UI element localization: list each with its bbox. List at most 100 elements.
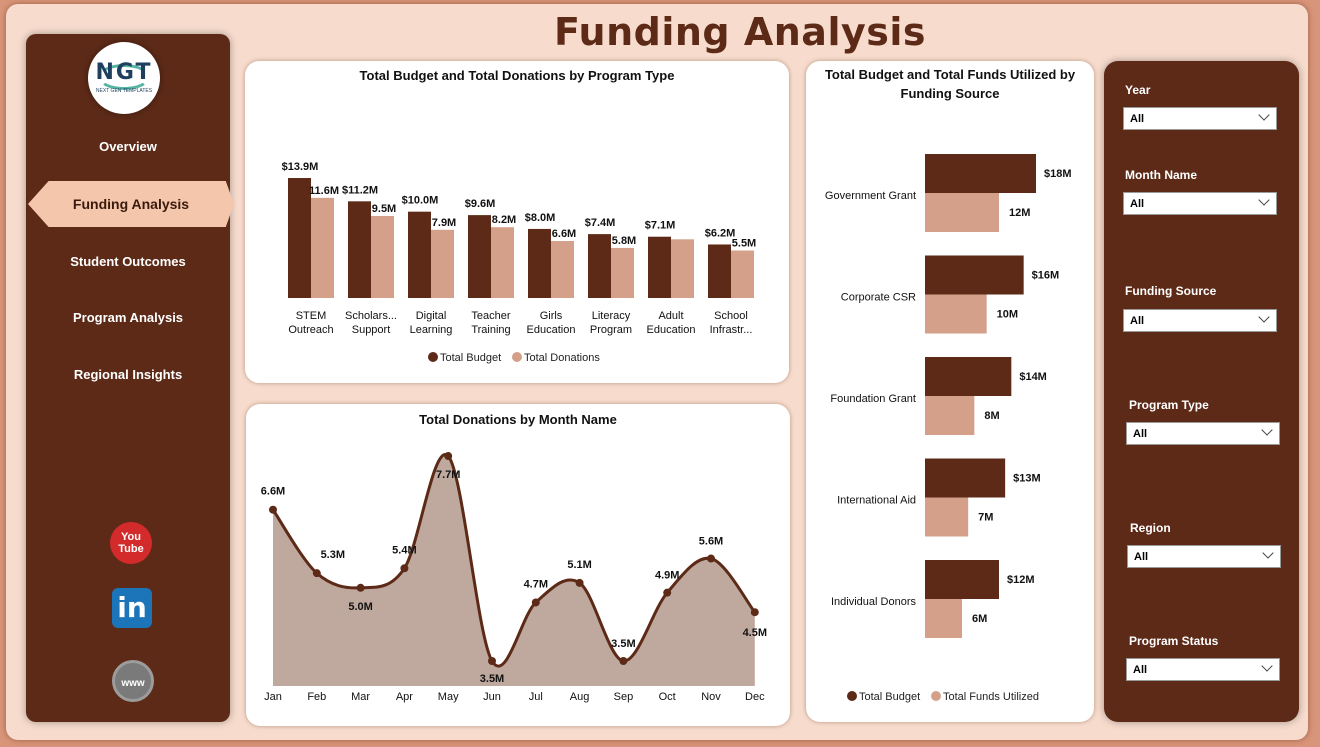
data-point	[488, 657, 496, 665]
category-tick-label: Individual Donors	[831, 596, 916, 608]
filter-label-program-type: Program Type	[1129, 398, 1209, 412]
youtube-icon[interactable]: You Tube	[110, 522, 152, 564]
data-point	[356, 583, 365, 592]
donations-bar	[491, 227, 514, 298]
legend-budget-marker	[847, 691, 857, 701]
category-tick-label: Foundation Grant	[830, 393, 916, 405]
nav-item-program-analysis[interactable]: Program Analysis	[72, 310, 184, 325]
data-point	[619, 657, 628, 665]
program-type-select-value: All	[1133, 428, 1148, 440]
logo-subtext: NEXT GEN TEMPLATES	[95, 88, 153, 94]
legend-budget-label: Total Budget	[859, 691, 920, 703]
funds-utilized-bar	[925, 497, 969, 537]
filter-label-funding-source: Funding Source	[1125, 284, 1217, 298]
data-point	[663, 588, 672, 597]
data-label: 5.3M	[321, 549, 345, 561]
budget-bar	[925, 458, 1006, 498]
year-select-value: All	[1130, 113, 1145, 125]
budget-bar	[528, 228, 551, 298]
budget-data-label: $12M	[1007, 574, 1035, 586]
nav-item-regional-insights[interactable]: Regional Insights	[73, 367, 183, 382]
budget-data-label: $13.9M	[282, 161, 319, 173]
legend-budget-marker	[428, 352, 438, 362]
category-tick-label: Government Grant	[825, 190, 916, 202]
month-tick-label: Aug	[570, 691, 590, 703]
donations-bar	[431, 229, 454, 298]
budget-bar	[408, 211, 431, 298]
budget-data-label: $18M	[1044, 168, 1072, 180]
donations-data-label: 8.2M	[492, 214, 516, 226]
ngt-logo[interactable]: NGT NEXT GEN TEMPLATES	[88, 42, 160, 114]
budget-bar	[588, 234, 611, 298]
donations-data-label: 6.6M	[552, 228, 576, 240]
month-select-value: All	[1130, 198, 1145, 210]
category-tick-label: Training	[471, 324, 510, 336]
globe-icon[interactable]: www	[112, 660, 154, 702]
chart-title: Total Budget and Total Donations by Prog…	[359, 68, 675, 83]
category-tick-label: STEM	[296, 310, 327, 322]
filter-label-month: Month Name	[1125, 168, 1197, 182]
budget-data-label: $10.0M	[402, 195, 439, 207]
data-point	[269, 505, 277, 514]
funding-source-bar-chart: $18M 12M Government Grant $16M 10M Corporate …	[825, 154, 1072, 703]
donations-bar	[311, 197, 334, 298]
month-tick-label: Apr	[396, 691, 413, 703]
nav-item-overview[interactable]: Overview	[99, 139, 157, 154]
funds-utilized-data-label: 8M	[984, 410, 999, 422]
month-tick-label: Jan	[264, 691, 282, 703]
data-label: 5.4M	[392, 544, 416, 556]
category-tick-label: School	[714, 310, 748, 322]
data-point	[750, 608, 759, 617]
chevron-down-icon	[1261, 424, 1273, 436]
category-tick-label: Scholars...	[345, 310, 397, 322]
donations-bar	[551, 241, 574, 298]
month-select[interactable]: All	[1123, 192, 1277, 215]
sidebar: NGT NEXT GEN TEMPLATES Overview Funding …	[26, 34, 234, 722]
funds-utilized-bar	[925, 193, 999, 232]
category-tick-label: Education	[527, 324, 576, 336]
region-select-value: All	[1134, 551, 1149, 563]
data-label: 4.7M	[524, 578, 548, 590]
legend-donations-label: Total Donations	[524, 352, 600, 364]
budget-bar	[708, 244, 731, 298]
funds-utilized-data-label: 10M	[997, 309, 1018, 321]
data-label: 4.9M	[655, 570, 679, 582]
category-tick-label: Digital	[416, 310, 447, 322]
donations-bar	[611, 247, 634, 298]
funding-source-select[interactable]: All	[1123, 309, 1277, 332]
program-type-select[interactable]: All	[1126, 422, 1280, 445]
budget-data-label: $16M	[1032, 270, 1060, 282]
budget-utilized-source-panel: Total Budget and Total Funds Utilized by…	[806, 61, 1094, 722]
linkedin-icon[interactable]: in	[112, 588, 152, 628]
filter-label-year: Year	[1125, 83, 1151, 97]
budget-data-label: $14M	[1019, 371, 1047, 383]
month-tick-label: Sep	[614, 691, 634, 703]
month-area-chart: 6.6M Jan 5.3M Feb 5.0M Mar 5.4M Apr 7.7M May 3.5M J…	[261, 452, 767, 703]
year-select[interactable]: All	[1123, 107, 1277, 130]
data-point	[531, 598, 540, 607]
program-type-bar-chart: $13.9M 11.6M STEM Outreach $11.2M 9.5M Scholar…	[282, 161, 757, 364]
donations-bar	[371, 215, 394, 298]
filter-panel: Year All Month Name All Funding Source A…	[1104, 61, 1299, 722]
category-tick-label: Infrastr...	[710, 324, 753, 336]
budget-bar	[648, 236, 671, 298]
nav-item-funding-analysis[interactable]: Funding Analysis	[28, 181, 234, 227]
data-point	[312, 569, 321, 578]
budget-bar	[468, 215, 491, 298]
nav-item-student-outcomes[interactable]: Student Outcomes	[70, 254, 186, 269]
month-tick-label: Feb	[307, 691, 326, 703]
category-tick-label: Teacher	[471, 310, 510, 322]
filter-label-region: Region	[1130, 521, 1171, 535]
data-label: 6.6M	[261, 486, 285, 498]
budget-data-label: $11.2M	[342, 184, 378, 196]
month-tick-label: May	[438, 691, 459, 703]
data-point	[444, 452, 453, 461]
budget-bar	[925, 357, 1012, 396]
month-tick-label: Oct	[659, 691, 676, 703]
donations-area	[273, 454, 755, 686]
donations-data-label: 7.9M	[432, 217, 456, 229]
program-status-select[interactable]: All	[1126, 658, 1280, 681]
category-tick-label: Outreach	[288, 324, 333, 336]
region-select[interactable]: All	[1127, 545, 1281, 568]
donations-data-label: 9.5M	[372, 203, 396, 215]
